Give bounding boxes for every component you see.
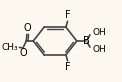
Text: CH₃: CH₃ <box>1 43 18 52</box>
Text: F: F <box>65 10 71 20</box>
Text: B: B <box>83 36 90 46</box>
Text: O: O <box>20 48 27 58</box>
Text: O: O <box>24 23 32 33</box>
Text: OH: OH <box>93 28 107 37</box>
Text: OH: OH <box>93 45 107 54</box>
Text: F: F <box>65 62 71 72</box>
